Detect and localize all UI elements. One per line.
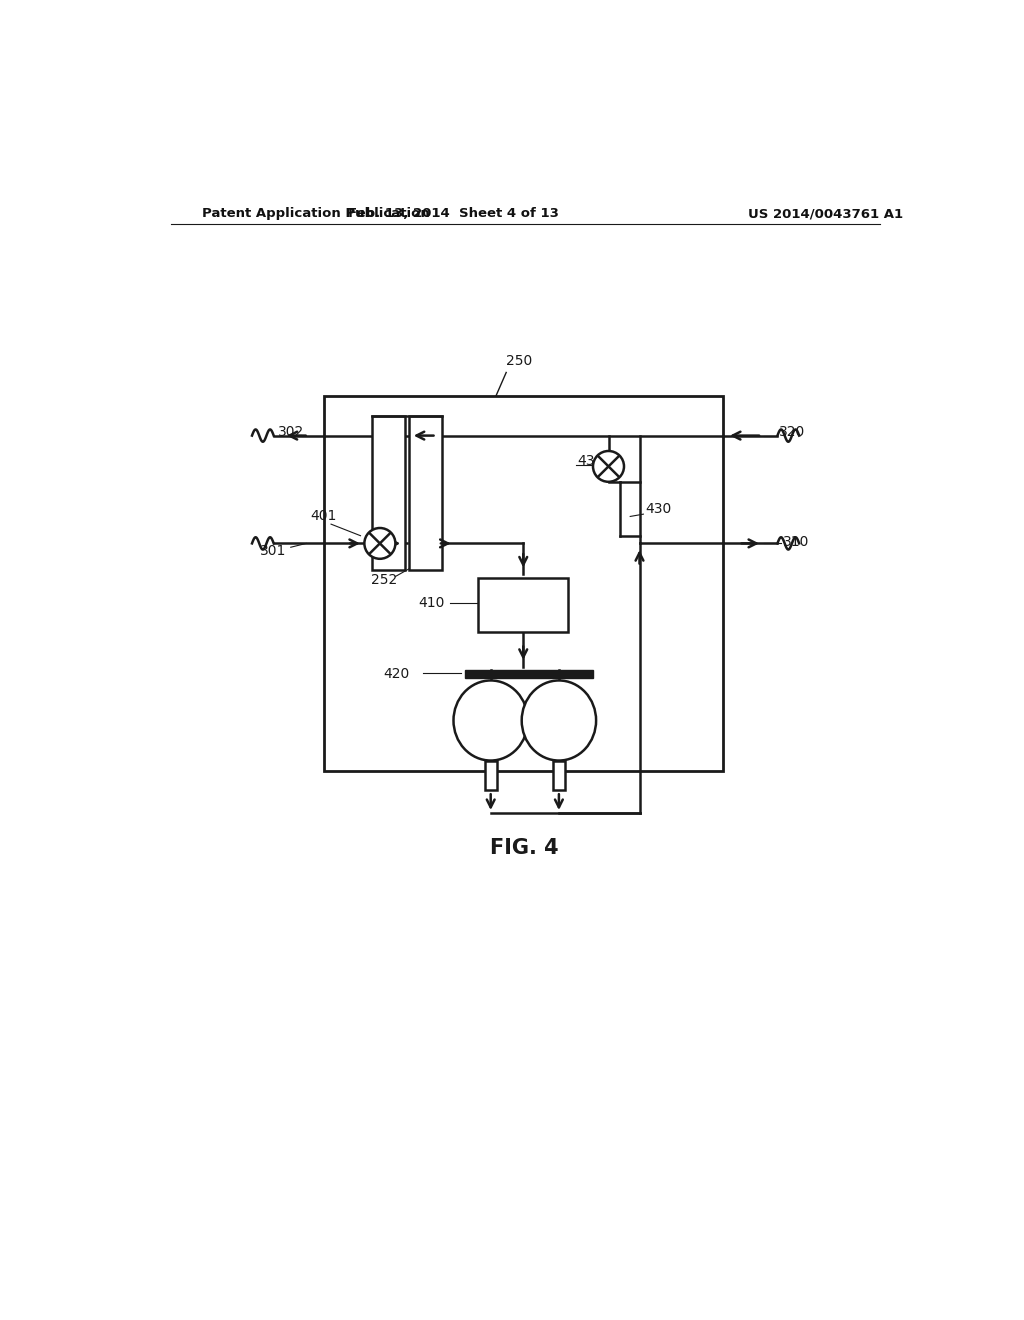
Bar [553, 760, 565, 789]
Ellipse shape [521, 681, 596, 760]
Text: 431: 431 [578, 454, 604, 469]
Circle shape [365, 528, 395, 558]
Bar [484, 760, 497, 789]
Ellipse shape [454, 681, 528, 760]
Text: 301: 301 [260, 544, 286, 558]
Text: 250: 250 [506, 354, 532, 368]
Text: 401: 401 [310, 510, 337, 524]
Bar [372, 416, 404, 570]
Text: 320: 320 [779, 425, 805, 438]
Bar [410, 416, 442, 570]
Bar [478, 578, 568, 632]
Bar [465, 671, 593, 678]
Text: 310: 310 [783, 535, 809, 549]
Bar [324, 396, 723, 771]
Circle shape [593, 451, 624, 482]
Text: 252: 252 [371, 573, 397, 587]
Text: 302: 302 [278, 425, 304, 438]
Text: FIG. 4: FIG. 4 [490, 838, 559, 858]
Text: Patent Application Publication: Patent Application Publication [202, 207, 429, 220]
Text: 430: 430 [645, 502, 671, 516]
Text: US 2014/0043761 A1: US 2014/0043761 A1 [748, 207, 903, 220]
Text: 420: 420 [384, 668, 410, 681]
Text: 410: 410 [419, 597, 445, 610]
Text: Feb. 13, 2014  Sheet 4 of 13: Feb. 13, 2014 Sheet 4 of 13 [348, 207, 559, 220]
